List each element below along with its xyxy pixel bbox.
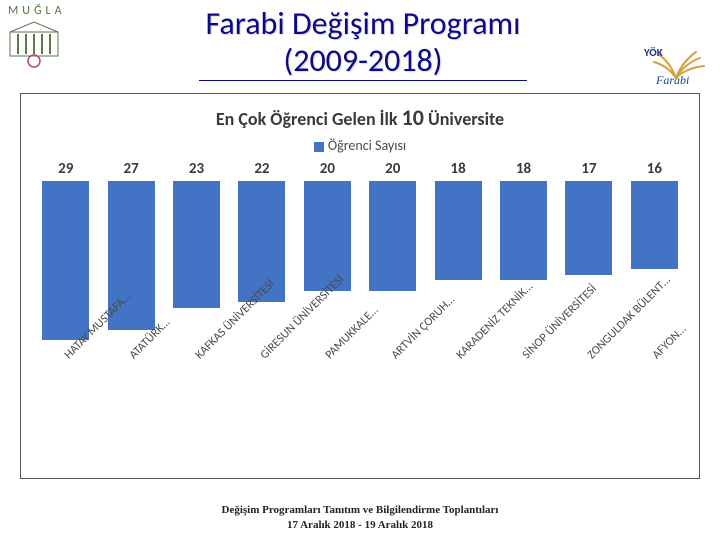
bar-value: 18 [516,160,531,178]
bar-value: 20 [385,160,400,178]
chart-title-suffix: Üniversite [424,108,504,130]
chart-title-big: 10 [402,104,424,131]
x-axis-label: KARADENİZ TEKNİK… [425,340,490,450]
x-axis-label: GİRESUN ÜNİVERSİTESİ [229,340,294,450]
chart-title-prefix: En Çok Öğrenci Gelen İlk [216,108,402,130]
farabi-logo-icon: YÖK Farabi [628,4,712,91]
bar [631,181,678,269]
chart-title: En Çok Öğrenci Gelen İlk 10 Üniversite [27,104,693,131]
chart-bars: 29 27 23 22 20 20 18 18 17 16 [27,160,693,340]
chart-legend: Öğrenci Sayısı [27,137,693,154]
slide-header: MUĞLA Farabi Değişim Programı (2009-2018… [0,0,720,91]
x-axis-label: HATAY MUSTAFA… [33,340,98,450]
legend-label: Öğrenci Sayısı [328,137,406,154]
bar-value: 17 [581,160,596,178]
bar [42,181,89,340]
footer-line-2: 17 Aralık 2018 - 19 Aralık 2018 [0,518,720,532]
x-axis-label: ARTVİN ÇORUH… [360,340,425,450]
x-axis-label: ZONGULDAK BÜLENT… [556,340,621,450]
bar-value: 23 [189,160,204,178]
x-axis-label: AFYON… [622,340,687,450]
x-axis-label: KAFKAS ÜNİVERSİTESİ [164,340,229,450]
footer-line-1: Değişim Programları Tanıtım ve Bilgilend… [0,503,720,517]
chart-xlabels: HATAY MUSTAFA…ATATÜRK…KAFKAS ÜNİVERSİTES… [27,340,693,450]
x-axis-label: SİNOP ÜNİVERSİTESİ [491,340,556,450]
bar-col: 29 [33,160,98,340]
svg-text:YÖK: YÖK [643,46,663,59]
chart-container: En Çok Öğrenci Gelen İlk 10 Üniversite Ö… [20,93,700,479]
legend-swatch [314,142,324,152]
bar [565,181,612,275]
mugla-text: MUĞLA [8,4,98,18]
title-line-2: (2009-2018) [98,43,628,80]
bar-value: 18 [451,160,466,178]
svg-text:Farabi: Farabi [655,73,689,86]
mugla-logo-icon [8,20,60,68]
bar-value: 29 [58,160,73,178]
bar-col: 23 [164,160,229,340]
bar [500,181,547,280]
mugla-logo-area: MUĞLA [8,4,98,68]
title-line-1: Farabi Değişim Programı [98,6,628,43]
x-axis-label: PAMUKKALE… [295,340,360,450]
bar-value: 22 [254,160,269,178]
bar [369,181,416,291]
bar [173,181,220,308]
bar [435,181,482,280]
chart-plot: 29 27 23 22 20 20 18 18 17 16 HATAY MUSTAFA…ATATÜ… [27,160,693,460]
bar-value: 27 [124,160,139,178]
slide-footer: Değişim Programları Tanıtım ve Bilgilend… [0,503,720,532]
x-axis-label: ATATÜRK… [98,340,163,450]
slide-title: Farabi Değişim Programı (2009-2018) [98,4,628,81]
bar-value: 16 [647,160,662,178]
bar-value: 20 [320,160,335,178]
bar [304,181,351,291]
